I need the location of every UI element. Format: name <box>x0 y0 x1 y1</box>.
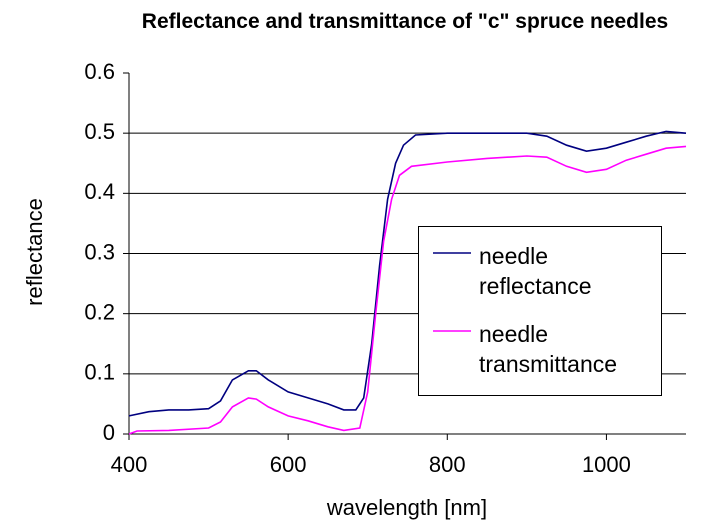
y-tick-label: 0 <box>103 420 115 445</box>
x-tick-label: 400 <box>111 452 148 477</box>
x-tick-label: 600 <box>270 452 307 477</box>
x-tick-label: 1000 <box>582 452 631 477</box>
legend-swatch <box>433 252 471 254</box>
x-tick-label: 800 <box>429 452 466 477</box>
y-tick-label: 0.5 <box>84 119 115 144</box>
x-axis-label: wavelength [nm] <box>326 495 487 520</box>
legend-item: needle reflectance <box>433 241 661 301</box>
chart-title: Reflectance and transmittance of "c" spr… <box>141 10 669 33</box>
line <box>128 130 687 417</box>
y-axis-label: reflectance <box>22 198 47 306</box>
y-tick-label: 0.3 <box>84 239 115 264</box>
line <box>128 145 687 435</box>
legend-item: needle transmittance <box>433 319 661 379</box>
legend: needle reflectance needle transmittance <box>418 226 662 396</box>
y-tick-label: 0.1 <box>84 360 115 385</box>
y-tick-label: 0.2 <box>84 299 115 324</box>
legend-label: needle transmittance <box>479 321 618 377</box>
legend-label: needle reflectance <box>479 243 592 299</box>
y-tick-label: 0.6 <box>84 59 115 84</box>
y-tick-label: 0.4 <box>84 179 115 204</box>
legend-swatch <box>433 330 471 332</box>
